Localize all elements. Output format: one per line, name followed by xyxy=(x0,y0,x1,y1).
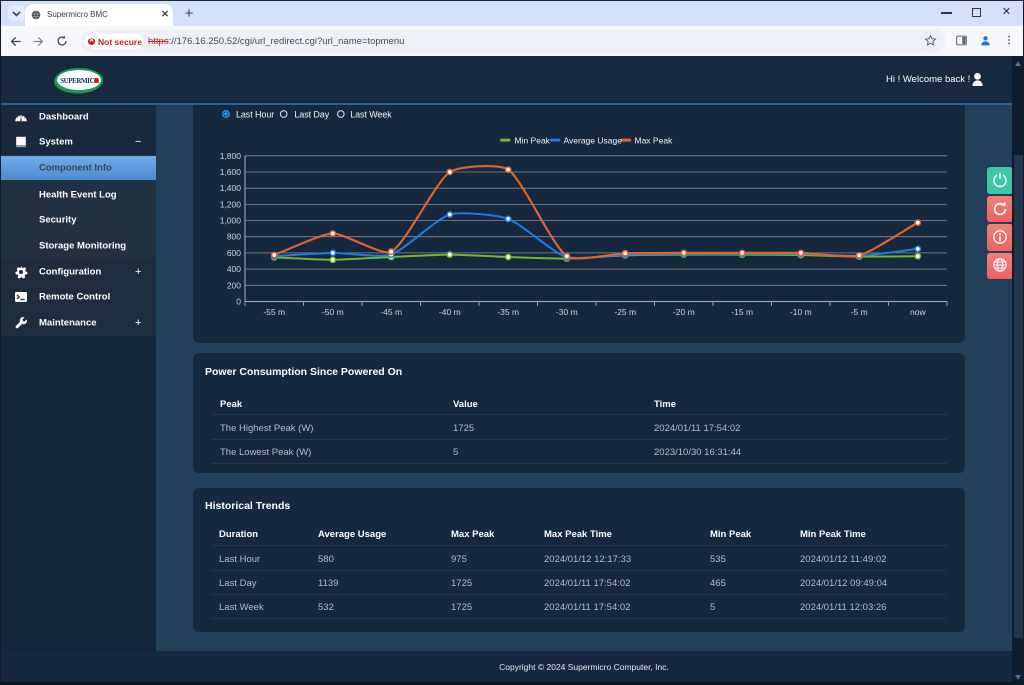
svg-text:now: now xyxy=(910,307,926,317)
svg-text:-30 m: -30 m xyxy=(556,307,578,317)
svg-text:-20 m: -20 m xyxy=(673,307,695,317)
svg-text:Average Usage: Average Usage xyxy=(564,136,623,146)
svg-text:-35 m: -35 m xyxy=(497,307,519,317)
svg-text:400: 400 xyxy=(227,264,241,274)
svg-text:600: 600 xyxy=(227,248,241,258)
svg-text:200: 200 xyxy=(227,280,241,290)
svg-text:Min Peak: Min Peak xyxy=(515,136,551,146)
svg-text:-5 m: -5 m xyxy=(851,307,868,317)
svg-text:Last Week: Last Week xyxy=(350,110,392,120)
svg-text:0: 0 xyxy=(236,297,241,307)
svg-text:Last Day: Last Day xyxy=(294,110,329,120)
svg-text:800: 800 xyxy=(227,232,241,242)
svg-text:-15 m: -15 m xyxy=(731,307,753,317)
svg-text:1,400: 1,400 xyxy=(220,183,242,193)
svg-text:1,200: 1,200 xyxy=(220,199,242,209)
svg-text:-25 m: -25 m xyxy=(614,307,636,317)
svg-text:-40 m: -40 m xyxy=(439,307,461,317)
svg-text:-50 m: -50 m xyxy=(322,307,344,317)
svg-text:Last Hour: Last Hour xyxy=(236,110,274,120)
svg-text:Max Peak: Max Peak xyxy=(635,136,674,146)
svg-text:1,000: 1,000 xyxy=(220,216,242,226)
svg-text:-10 m: -10 m xyxy=(790,307,812,317)
svg-text:-45 m: -45 m xyxy=(380,307,402,317)
svg-text:1,800: 1,800 xyxy=(220,151,242,161)
svg-text:-55 m: -55 m xyxy=(263,307,285,317)
svg-text:1,600: 1,600 xyxy=(220,167,242,177)
